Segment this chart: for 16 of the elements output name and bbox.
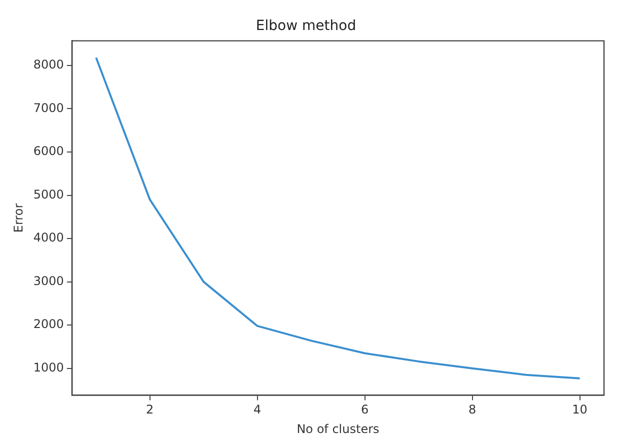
- x-tick-label: 4: [254, 402, 262, 417]
- x-axis-title: No of clusters: [296, 422, 380, 436]
- x-tick-label: 10: [572, 402, 588, 417]
- y-tick-label: 4000: [33, 230, 64, 245]
- y-tick-label: 1000: [33, 360, 64, 374]
- x-tick-label: 6: [361, 402, 369, 417]
- y-axis-title: Error: [11, 203, 26, 233]
- y-tick-label: 5000: [33, 187, 64, 202]
- x-tick-label: 8: [468, 402, 476, 417]
- y-tick-label: 3000: [33, 274, 64, 288]
- y-tick-label: 8000: [33, 58, 64, 72]
- y-tick-label: 6000: [33, 144, 64, 158]
- x-tick-label: 2: [146, 402, 154, 417]
- y-tick-label: 2000: [33, 317, 64, 332]
- chart-title: Elbow method: [256, 18, 356, 34]
- y-tick-label: 7000: [33, 100, 64, 115]
